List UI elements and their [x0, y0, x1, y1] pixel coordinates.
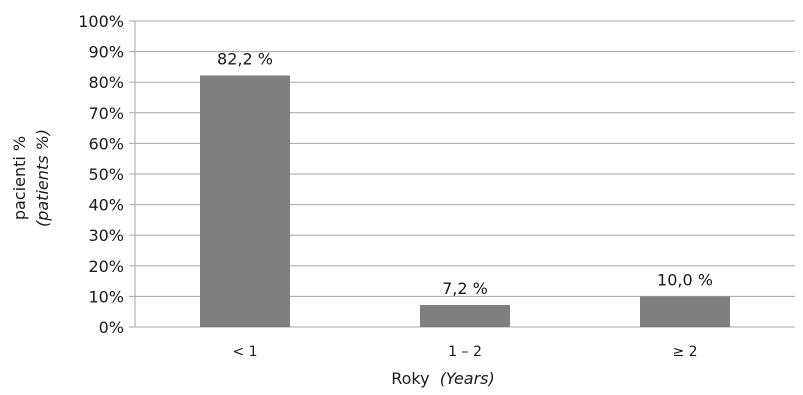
y-tick-label: 30%	[88, 226, 124, 245]
y-tick-label: 10%	[88, 287, 124, 306]
y-tick-label: 0%	[99, 318, 124, 337]
y-tick-label: 100%	[78, 12, 124, 31]
data-label: 10,0 %	[657, 270, 713, 289]
data-label: 82,2 %	[217, 49, 273, 68]
bar	[420, 304, 510, 327]
data-label: 7,2 %	[442, 279, 488, 298]
x-tick-label: 1 – 2	[448, 344, 482, 360]
x-axis-ticks: < 1 1 – 2 ≥ 2	[232, 344, 697, 360]
data-labels: 82,2 % 7,2 % 10,0 %	[217, 49, 713, 297]
x-tick-label: < 1	[232, 344, 257, 360]
y-tick-label: 90%	[88, 43, 124, 62]
y-axis-title-italic: (patients %)	[33, 129, 52, 227]
x-axis-title-italic: (Years)	[440, 369, 495, 388]
y-tick-label: 70%	[88, 104, 124, 123]
y-axis-ticks: 0% 10% 20% 30% 40% 50% 60% 70% 80% 90% 100%	[78, 12, 135, 337]
y-tick-label: 60%	[88, 134, 124, 153]
y-tick-label: 50%	[88, 165, 124, 184]
x-tick-label: ≥ 2	[672, 344, 697, 360]
y-tick-label: 40%	[88, 196, 124, 215]
bars	[200, 75, 730, 327]
y-tick-label: 20%	[88, 257, 124, 276]
x-axis-title: Roky (Years)	[391, 369, 495, 388]
bar	[640, 296, 730, 327]
y-axis-title: pacienti %	[10, 136, 29, 220]
x-axis-title-main: Roky	[391, 369, 429, 388]
y-tick-label: 80%	[88, 73, 124, 92]
bar	[200, 75, 290, 327]
